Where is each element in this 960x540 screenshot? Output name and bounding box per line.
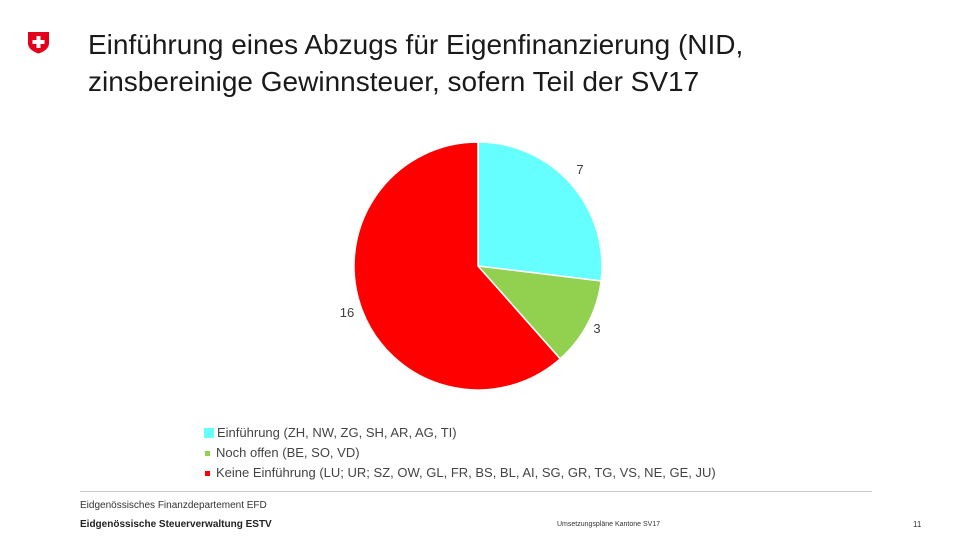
footer-office: Eidgenössische Steuerverwaltung ESTV bbox=[80, 519, 272, 530]
legend-label: Keine Einführung (LU; UR; SZ, OW, GL, FR… bbox=[216, 465, 716, 480]
legend-item-2: Noch offen (BE, SO, VD) bbox=[204, 443, 716, 463]
legend-label: Noch offen (BE, SO, VD) bbox=[216, 445, 360, 460]
data-label-3: 16 bbox=[340, 305, 354, 320]
swiss-cross-icon bbox=[28, 32, 49, 54]
legend-label: Einführung (ZH, NW, ZG, SH, AR, AG, TI) bbox=[217, 425, 457, 440]
pie-slice-1 bbox=[477, 141, 603, 282]
legend-item-1: Einführung (ZH, NW, ZG, SH, AR, AG, TI) bbox=[204, 423, 716, 443]
footer-document-title: Umsetzungspläne Kantone SV17 bbox=[557, 521, 661, 528]
footer-divider bbox=[80, 491, 872, 492]
legend-item-3: Keine Einführung (LU; UR; SZ, OW, GL, FR… bbox=[204, 463, 716, 483]
legend-swatch bbox=[204, 428, 214, 438]
data-label-2: 3 bbox=[593, 321, 600, 336]
data-label-1: 7 bbox=[576, 162, 583, 177]
legend-swatch bbox=[205, 470, 210, 476]
page-number: 11 bbox=[913, 520, 922, 529]
title-line-2: zinsbereinige Gewinnsteuer, sofern Teil … bbox=[88, 66, 700, 97]
pie-slice-2 bbox=[476, 265, 602, 360]
legend-swatch bbox=[205, 450, 210, 456]
pie-slice-3 bbox=[353, 141, 562, 391]
title-line-1: Einführung eines Abzugs für Eigenfinanzi… bbox=[88, 29, 744, 60]
page-title: Einführung eines Abzugs für Eigenfinanzi… bbox=[88, 26, 928, 100]
footer-department: Eidgenössisches Finanzdepartement EFD bbox=[80, 500, 267, 511]
chart-legend: Einführung (ZH, NW, ZG, SH, AR, AG, TI) N… bbox=[204, 423, 716, 483]
